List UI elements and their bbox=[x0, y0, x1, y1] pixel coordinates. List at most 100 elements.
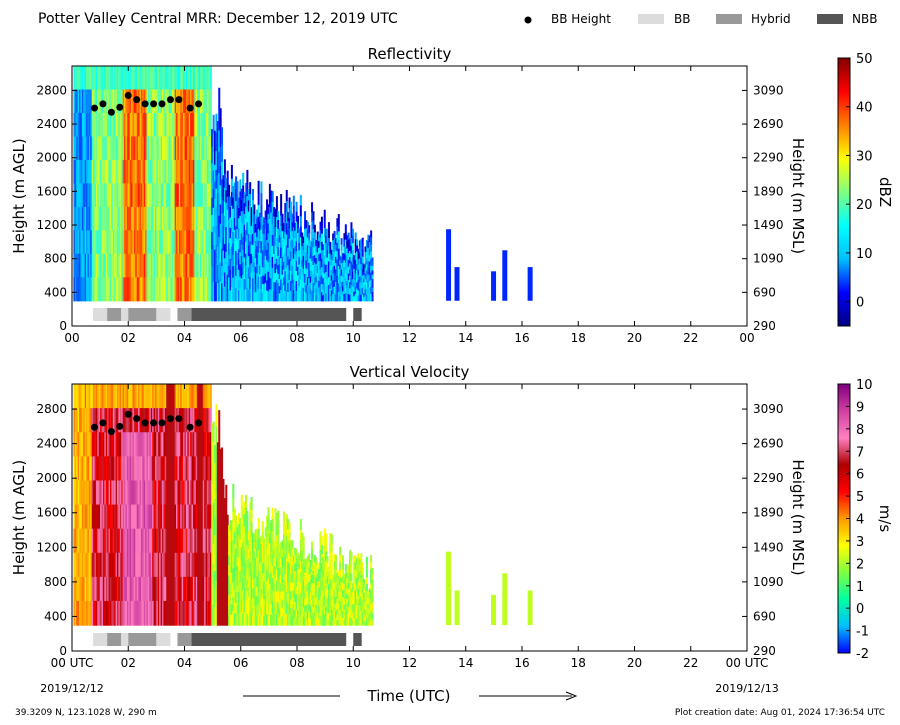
heatmap-cell bbox=[125, 159, 128, 184]
heatmap-cell bbox=[312, 211, 315, 221]
heatmap-cell bbox=[350, 285, 353, 294]
heatmap-cell bbox=[233, 229, 236, 243]
heatmap-cell bbox=[124, 456, 127, 482]
heatmap-cell bbox=[368, 599, 371, 604]
heatmap-cell bbox=[114, 552, 117, 578]
heatmap-cell bbox=[292, 290, 295, 302]
heatmap-cell bbox=[173, 89, 176, 114]
heatmap-cell bbox=[83, 552, 86, 578]
heatmap-cell bbox=[109, 112, 112, 138]
heatmap-cell bbox=[358, 288, 361, 296]
heatmap-cell bbox=[122, 230, 125, 255]
heatmap-cell bbox=[101, 432, 104, 457]
heatmap-cell bbox=[230, 593, 233, 605]
heatmap-cell bbox=[271, 212, 274, 225]
heatmap-cell bbox=[209, 504, 212, 530]
heatmap-cell bbox=[361, 269, 364, 277]
heatmap-cell bbox=[222, 275, 225, 289]
heatmap-cell bbox=[260, 276, 263, 290]
heatmap-cell bbox=[329, 560, 332, 571]
heatmap-cell bbox=[191, 159, 194, 184]
heatmap-cell bbox=[365, 563, 368, 572]
heatmap-cell bbox=[83, 66, 86, 91]
heatmap-cell bbox=[259, 230, 262, 240]
heatmap-cell bbox=[260, 553, 263, 563]
heatmap-cell bbox=[184, 136, 187, 161]
heatmap-cell bbox=[263, 267, 266, 277]
heatmap-cell bbox=[147, 384, 150, 409]
heatmap-cell bbox=[121, 89, 124, 114]
heatmap-cell bbox=[187, 136, 190, 161]
heatmap-cell bbox=[100, 136, 103, 161]
heatmap-cell bbox=[101, 456, 104, 482]
heatmap-cell bbox=[90, 552, 93, 578]
heatmap-cell bbox=[297, 292, 300, 302]
heatmap-cell bbox=[102, 576, 105, 602]
heatmap-cell bbox=[126, 112, 129, 138]
heatmap-cell bbox=[188, 528, 191, 554]
heatmap-cell bbox=[305, 228, 308, 237]
y-tick-label: 0 bbox=[59, 644, 67, 658]
heatmap-cell bbox=[115, 89, 118, 114]
heatmap-cell bbox=[316, 238, 319, 247]
heatmap-cell bbox=[133, 456, 136, 482]
heatmap-cell bbox=[191, 600, 194, 626]
heatmap-cell bbox=[132, 253, 135, 278]
heatmap-cell bbox=[93, 432, 96, 457]
heatmap-cell bbox=[190, 480, 193, 506]
heatmap-cell bbox=[145, 66, 148, 91]
heatmap-cell bbox=[354, 287, 357, 295]
heatmap-cell bbox=[163, 66, 166, 91]
heatmap-cell bbox=[188, 600, 191, 626]
heatmap-cell bbox=[281, 274, 284, 284]
heatmap-cell bbox=[192, 277, 195, 302]
heatmap-cell bbox=[368, 281, 371, 289]
heatmap-cell bbox=[105, 576, 108, 602]
heatmap-cell bbox=[117, 552, 120, 578]
colorbar-tick-label: 30 bbox=[856, 149, 873, 164]
heatmap-cell bbox=[306, 245, 309, 254]
heatmap-cell bbox=[354, 273, 357, 281]
heatmap-cell bbox=[173, 408, 176, 433]
heatmap-cell bbox=[201, 253, 204, 278]
heatmap-cell bbox=[221, 161, 224, 180]
heatmap-cell bbox=[187, 504, 190, 530]
heatmap-cell bbox=[209, 480, 212, 506]
heatmap-cell bbox=[357, 269, 360, 276]
heatmap-cell bbox=[357, 589, 360, 597]
heatmap-cell bbox=[216, 497, 219, 517]
heatmap-cell bbox=[77, 432, 80, 457]
y2-tick-label: 3090 bbox=[753, 83, 784, 97]
x-tick-label: 02 bbox=[121, 331, 136, 345]
heatmap-cell bbox=[197, 456, 200, 482]
heatmap-cell bbox=[247, 245, 250, 257]
heatmap-cell bbox=[194, 576, 197, 602]
heatmap-cell bbox=[214, 266, 217, 285]
heatmap-cell bbox=[363, 293, 366, 298]
heatmap-cell bbox=[131, 480, 134, 506]
heatmap-cell bbox=[83, 456, 86, 482]
heatmap-cell bbox=[287, 291, 290, 302]
heatmap-cell bbox=[249, 277, 252, 290]
heatmap-cell bbox=[191, 253, 194, 278]
colorbar-label: m/s bbox=[876, 505, 894, 533]
heatmap-cell bbox=[138, 576, 141, 602]
y-tick-label: 2000 bbox=[36, 471, 67, 485]
heatmap-cell bbox=[209, 408, 212, 433]
heatmap-cell bbox=[107, 408, 110, 433]
heatmap-cell bbox=[291, 591, 294, 601]
heatmap-cell bbox=[325, 293, 328, 302]
heatmap-cell bbox=[320, 607, 323, 617]
heatmap-cell bbox=[298, 257, 301, 266]
heatmap-cell bbox=[197, 253, 200, 278]
heatmap-cell bbox=[205, 206, 208, 231]
heatmap-cell bbox=[135, 253, 138, 278]
heatmap-cell bbox=[311, 558, 314, 568]
heatmap-cell bbox=[163, 480, 166, 506]
heatmap-cell bbox=[271, 256, 274, 269]
heatmap-cell bbox=[337, 614, 340, 621]
heatmap-cell bbox=[250, 561, 253, 575]
heatmap-cell bbox=[342, 611, 345, 619]
heatmap-cell bbox=[91, 253, 94, 278]
heatmap-cell bbox=[145, 183, 148, 208]
